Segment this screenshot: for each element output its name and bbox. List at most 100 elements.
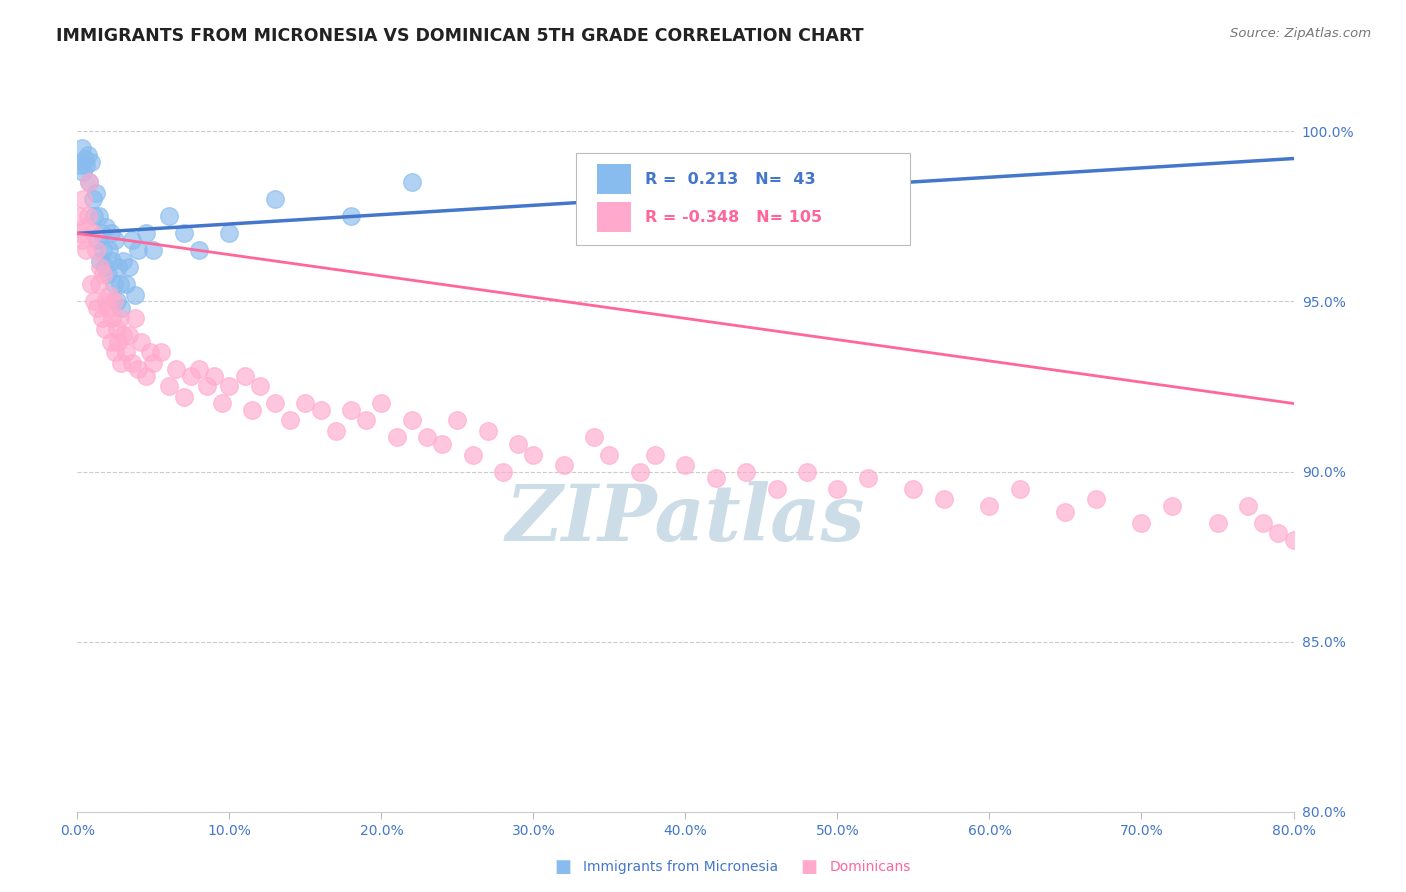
Point: [180, 369, 202, 384]
Point: [91, 267, 114, 281]
Point: [432, 437, 454, 451]
Point: [75, 158, 97, 172]
Point: [82, 227, 104, 241]
Point: [856, 471, 879, 485]
Point: [1237, 499, 1260, 513]
Point: [583, 430, 606, 444]
Point: [309, 403, 332, 417]
Point: [598, 448, 620, 462]
Text: R =  0.213   N=  43: R = 0.213 N= 43: [645, 171, 815, 186]
Text: ■: ■: [554, 858, 571, 876]
Text: Source: ZipAtlas.com: Source: ZipAtlas.com: [1230, 27, 1371, 40]
Point: [165, 362, 187, 376]
Point: [675, 458, 697, 472]
Point: [104, 345, 127, 359]
Point: [115, 345, 138, 359]
Point: [86, 233, 108, 247]
Point: [932, 491, 955, 506]
Point: [211, 396, 233, 410]
Point: [1130, 516, 1153, 530]
Point: [644, 448, 666, 462]
Point: [69, 158, 91, 172]
Point: [1054, 505, 1077, 519]
Text: R = -0.348   N= 105: R = -0.348 N= 105: [645, 210, 823, 225]
Point: [98, 244, 121, 258]
Point: [903, 482, 925, 496]
Point: [104, 233, 127, 247]
Bar: [596, 202, 631, 233]
Text: IMMIGRANTS FROM MICRONESIA VS DOMINICAN 5TH GRADE CORRELATION CHART: IMMIGRANTS FROM MICRONESIA VS DOMINICAN …: [56, 27, 863, 45]
Point: [202, 369, 225, 384]
Point: [765, 482, 787, 496]
Point: [110, 356, 132, 370]
Text: Immigrants from Micronesia: Immigrants from Micronesia: [583, 860, 779, 874]
Point: [103, 277, 125, 292]
Point: [218, 379, 240, 393]
Point: [77, 148, 100, 162]
Point: [325, 424, 347, 438]
Point: [101, 311, 124, 326]
Point: [73, 152, 96, 166]
Point: [1374, 362, 1396, 376]
Point: [1267, 525, 1289, 540]
Point: [84, 244, 107, 258]
Point: [100, 227, 122, 241]
Point: [118, 260, 141, 275]
Point: [70, 233, 93, 247]
Text: Dominicans: Dominicans: [830, 860, 911, 874]
Point: [1343, 369, 1365, 384]
Point: [84, 186, 107, 200]
Point: [96, 219, 118, 234]
Point: [340, 403, 363, 417]
Point: [108, 311, 131, 326]
Point: [107, 260, 129, 275]
Point: [142, 356, 165, 370]
Point: [80, 277, 103, 292]
Point: [105, 294, 128, 309]
Text: ZIPatlas: ZIPatlas: [506, 481, 865, 558]
Text: ■: ■: [800, 858, 817, 876]
Point: [124, 287, 146, 301]
Point: [278, 413, 301, 427]
Point: [218, 227, 240, 241]
Point: [67, 210, 90, 224]
Point: [70, 141, 93, 155]
Point: [77, 210, 100, 224]
Point: [1282, 533, 1305, 547]
Point: [108, 277, 131, 292]
Point: [89, 260, 111, 275]
Point: [127, 362, 149, 376]
Point: [142, 244, 165, 258]
Point: [82, 192, 104, 206]
Point: [294, 396, 316, 410]
Point: [87, 210, 110, 224]
Point: [97, 301, 120, 316]
Point: [1206, 516, 1229, 530]
Point: [93, 321, 115, 335]
Point: [416, 430, 439, 444]
Point: [249, 379, 271, 393]
Point: [79, 175, 101, 189]
Point: [107, 335, 129, 350]
Point: [264, 396, 287, 410]
Point: [89, 253, 111, 268]
Point: [91, 244, 114, 258]
Point: [1251, 516, 1274, 530]
FancyBboxPatch shape: [576, 153, 911, 245]
Point: [87, 277, 110, 292]
Point: [173, 390, 195, 404]
Point: [508, 437, 530, 451]
Point: [173, 227, 195, 241]
Point: [354, 413, 377, 427]
Point: [704, 471, 727, 485]
Point: [1405, 356, 1406, 370]
Point: [110, 301, 132, 316]
Point: [115, 277, 138, 292]
Point: [1313, 379, 1336, 393]
Point: [135, 227, 157, 241]
Point: [73, 219, 96, 234]
Point: [103, 294, 125, 309]
Point: [477, 424, 499, 438]
Point: [735, 465, 758, 479]
Point: [96, 294, 118, 309]
